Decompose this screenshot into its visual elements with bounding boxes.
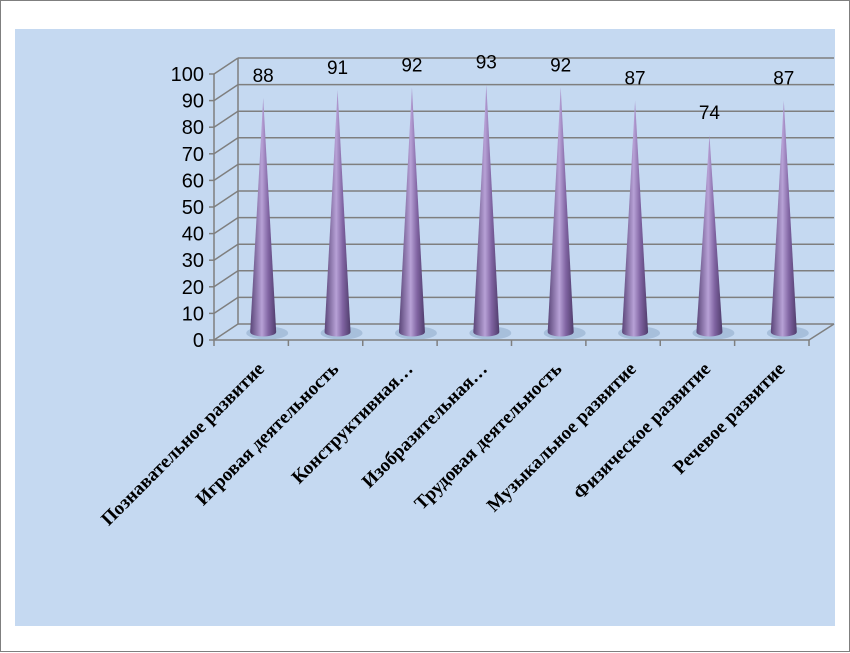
y-tick-label: 10 xyxy=(182,303,204,325)
cone-mark xyxy=(622,100,649,337)
data-label: 74 xyxy=(699,103,721,124)
gridline-side xyxy=(213,216,239,235)
gridline-side xyxy=(213,110,239,128)
y-tick-label: 30 xyxy=(182,250,204,272)
axes xyxy=(209,58,835,346)
y-axis-tick-labels: 0 10 20 30 40 50 60 70 80 90 100 xyxy=(171,64,204,352)
gridline-side xyxy=(213,57,239,75)
data-labels: 88 91 92 93 92 87 74 87 xyxy=(253,53,795,125)
cone-mark xyxy=(770,100,797,337)
data-label: 93 xyxy=(476,53,497,74)
cone-mark xyxy=(398,87,425,337)
y-tick-label: 0 xyxy=(193,330,204,352)
data-label: 91 xyxy=(327,58,348,79)
y-tick-label: 70 xyxy=(182,144,204,166)
y-tick-label: 80 xyxy=(182,117,204,139)
gridline-side xyxy=(213,163,239,182)
y-tick-label: 20 xyxy=(182,277,204,299)
cone-series xyxy=(246,84,809,340)
y-tick-label: 40 xyxy=(182,224,204,246)
y-tick-label: 90 xyxy=(182,91,204,113)
y-tick-label: 50 xyxy=(182,197,204,219)
cone-mark xyxy=(250,97,277,337)
data-label: 87 xyxy=(773,69,794,90)
cone-mark xyxy=(696,135,723,337)
data-label: 88 xyxy=(253,66,274,87)
floor-edge xyxy=(808,323,835,341)
gridline-side xyxy=(213,296,239,315)
gridline-side xyxy=(213,243,239,261)
cone-mark xyxy=(324,89,351,337)
y-tick-label: 100 xyxy=(171,64,204,86)
gridline-side xyxy=(213,137,239,155)
y-tick-label: 60 xyxy=(182,170,204,192)
data-label: 92 xyxy=(401,55,422,76)
gridline-side xyxy=(213,270,239,288)
gridline-side xyxy=(213,83,239,102)
cone-mark xyxy=(473,84,500,337)
data-label: 92 xyxy=(550,55,571,76)
data-label: 87 xyxy=(624,69,645,90)
cone-mark xyxy=(547,87,574,337)
gridline-side xyxy=(213,190,239,208)
gridline-side xyxy=(213,323,239,341)
